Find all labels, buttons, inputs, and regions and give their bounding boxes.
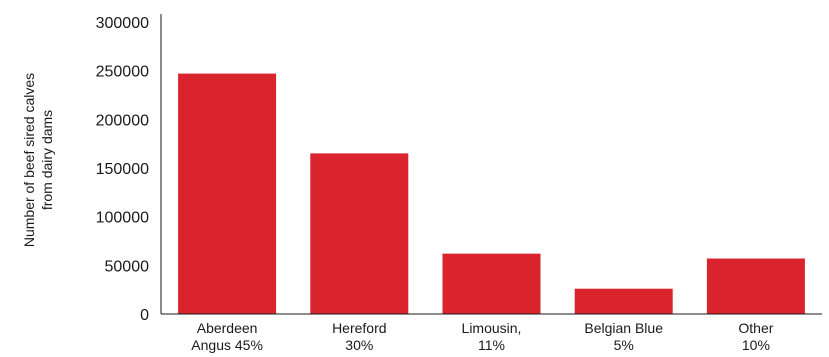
category-label: Limousin, 11% — [462, 320, 522, 353]
category-label: Hereford 30% — [332, 320, 386, 353]
y-axis-ticks: 0 50000 100000 150000 200000 250000 300000 — [96, 15, 149, 324]
y-tick-label: 300000 — [96, 15, 149, 32]
category-label: Aberdeen Angus 45% — [191, 320, 263, 353]
y-tick-label: 0 — [140, 307, 149, 324]
bar — [178, 73, 277, 314]
bars — [178, 73, 805, 314]
y-axis-title-line-2: from dairy dams — [39, 110, 55, 210]
category-label: Other 10% — [738, 320, 773, 353]
bar — [442, 253, 541, 314]
y-tick-label: 250000 — [96, 64, 149, 81]
bar — [310, 153, 409, 314]
y-tick-label: 50000 — [105, 258, 150, 275]
bar — [706, 258, 805, 314]
bar — [574, 288, 673, 314]
category-label: Belgian Blue 5% — [584, 320, 663, 353]
y-axis-title: Number of beef sired calves from dairy d… — [21, 73, 55, 247]
x-axis-labels: Aberdeen Angus 45% Hereford 30% Limousin, 11%… — [191, 320, 773, 353]
y-tick-label: 150000 — [96, 161, 149, 178]
y-tick-label: 100000 — [96, 210, 149, 227]
y-axis-title-line-1: Number of beef sired calves — [21, 73, 37, 247]
y-tick-label: 200000 — [96, 112, 149, 129]
